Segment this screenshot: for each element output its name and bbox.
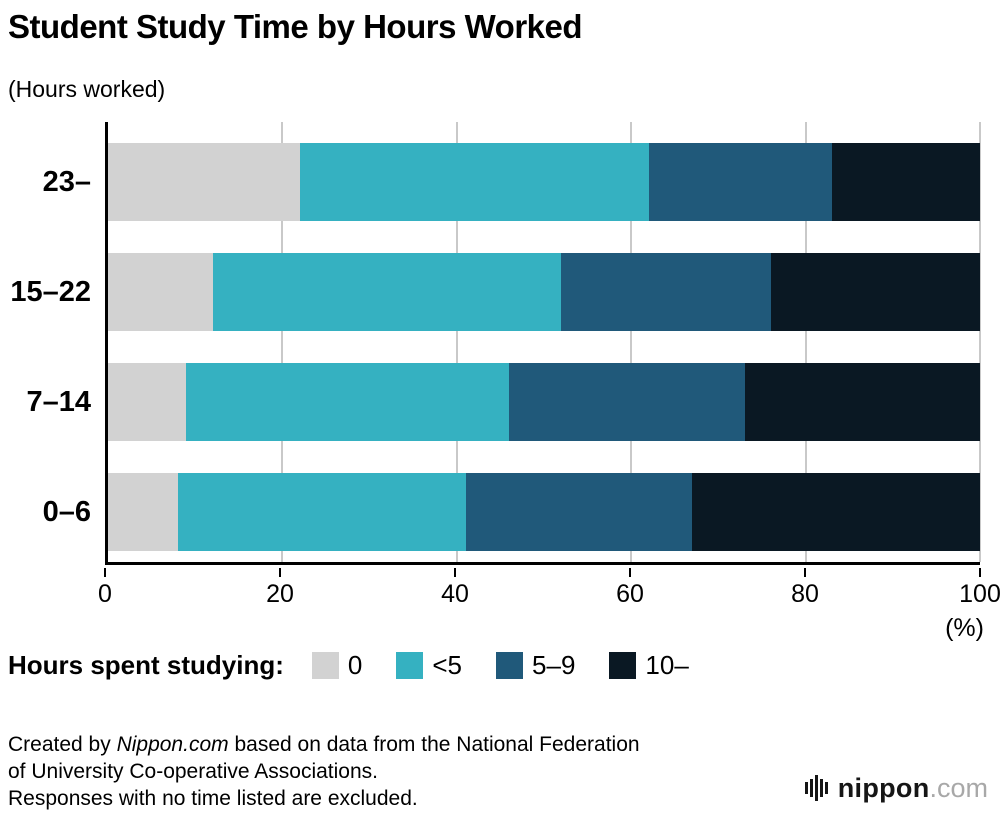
bar-segment	[177, 473, 466, 551]
x-axis-tick	[804, 568, 806, 577]
y-axis-tick-label: 0–6	[42, 496, 91, 528]
source-note-line3: Responses with no time listed are exclud…	[8, 787, 418, 810]
bar-segment	[509, 363, 745, 441]
y-axis-tick-label: 15–22	[10, 276, 91, 308]
y-axis-tick-label: 23–	[42, 166, 91, 198]
y-axis-tick-label: 7–14	[26, 386, 91, 418]
nippon-logo-icon	[804, 772, 829, 804]
gridline	[804, 122, 807, 562]
bar-row: 15–22	[10, 253, 980, 331]
legend-item: 10–	[609, 650, 689, 681]
x-axis-tick-label: 100	[959, 580, 1000, 608]
bar-segment	[108, 253, 213, 331]
x-axis-tick-label: 20	[266, 580, 294, 608]
page-title: Student Study Time by Hours Worked	[8, 8, 583, 45]
legend-swatch	[311, 652, 339, 679]
source-text: based on data from the National Federati…	[228, 733, 640, 756]
bar-segment	[186, 363, 510, 441]
bar-segment	[744, 363, 980, 441]
source-note-line2: of University Co-operative Associations.	[8, 760, 378, 783]
gridline	[979, 122, 981, 562]
source-brand: Nippon.com	[116, 733, 229, 756]
logo-tld: .com	[929, 772, 988, 803]
legend-item: 5–9	[496, 650, 575, 681]
gridline	[455, 122, 458, 562]
legend-label: <5	[432, 650, 463, 680]
legend-items: 0 <5 5–9 10–	[311, 650, 723, 681]
bar-segment	[770, 253, 980, 331]
bar-segment	[108, 363, 187, 441]
bar-row: 23–	[43, 143, 980, 221]
bar-segment	[465, 473, 693, 551]
legend-swatch	[496, 652, 524, 679]
gridline	[630, 122, 633, 562]
logo-wordmark: nippon	[837, 772, 930, 803]
legend-swatch	[609, 652, 637, 679]
bar-segment	[299, 143, 649, 221]
x-axis-tick	[979, 568, 981, 577]
gridline	[281, 122, 284, 562]
legend-label: 0	[347, 650, 363, 680]
source-note: Created by Nippon.com based on data from…	[8, 731, 640, 812]
x-axis-tick	[454, 568, 456, 577]
bar-segment	[692, 473, 980, 551]
y-axis-title: (Hours worked)	[8, 76, 166, 102]
x-axis-tick-label: 80	[791, 580, 819, 608]
plot-area: 23– 15–22 7–14 0–6	[10, 122, 981, 565]
legend-swatch	[396, 652, 424, 679]
x-axis-tick-label: 60	[616, 580, 644, 608]
bar-row: 7–14	[26, 363, 980, 441]
bar-segment	[212, 253, 562, 331]
legend-title: Hours spent studying:	[8, 650, 284, 680]
legend-label: 10–	[645, 650, 689, 680]
legend-item: <5	[396, 650, 462, 681]
nippon-logo: nippon .com	[804, 772, 988, 804]
x-axis-tick	[279, 568, 281, 577]
x-axis-tick-label: 40	[441, 580, 469, 608]
x-axis-tick-label: 0	[98, 580, 112, 608]
bar-row: 0–6	[43, 473, 980, 551]
x-axis: (%) 0 20 40 60 80 100	[98, 568, 1000, 648]
bar-segment	[648, 143, 832, 221]
legend-label: 5–9	[532, 650, 576, 680]
x-axis-tick	[104, 568, 106, 577]
x-axis-unit-label: (%)	[945, 614, 984, 642]
bar-segment	[108, 473, 178, 551]
x-axis-tick	[629, 568, 631, 577]
legend: Hours spent studying: 0 <5 5–9 10–	[8, 650, 723, 681]
bar-rows: 23– 15–22 7–14 0–6	[10, 122, 980, 562]
source-text: Created by	[8, 733, 117, 756]
bar-segment	[831, 143, 980, 221]
legend-item: 0	[311, 650, 363, 681]
bar-segment	[108, 143, 300, 221]
source-note-line1: Created by Nippon.com based on data from…	[8, 731, 640, 758]
bar-segment	[561, 253, 771, 331]
